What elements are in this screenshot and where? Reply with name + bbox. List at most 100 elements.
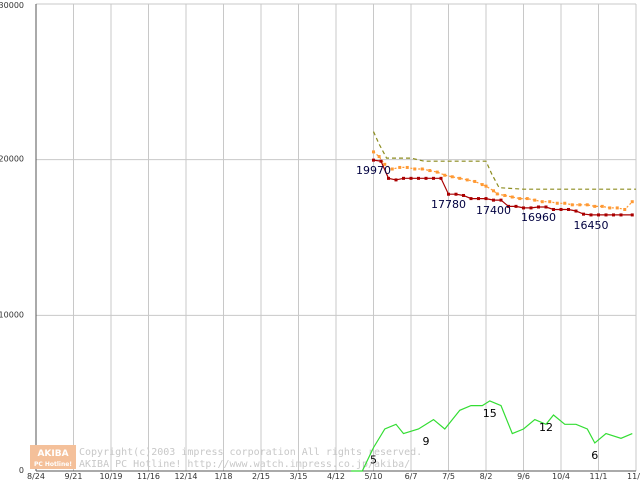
x-tick-label: 6/7: [405, 472, 418, 480]
point-min: [402, 176, 405, 180]
point-avg: [563, 201, 567, 205]
point-min: [432, 176, 435, 180]
point-min: [447, 192, 450, 196]
data-label-shops: 15: [483, 407, 497, 420]
point-avg: [398, 165, 402, 169]
point-avg: [533, 198, 537, 202]
y-tick-label: 30000: [0, 1, 24, 10]
point-avg: [570, 203, 574, 207]
x-tick-label: 10/4: [552, 472, 570, 480]
x-tick-label: 9/21: [65, 472, 83, 480]
point-min: [372, 158, 375, 162]
point-avg: [518, 197, 522, 201]
point-avg: [484, 184, 488, 188]
point-avg: [608, 206, 612, 210]
series-layer: [351, 131, 636, 472]
x-tick-label: 4/12: [327, 472, 345, 480]
y-tick-label: 10000: [0, 310, 24, 319]
data-label-min: 16450: [574, 219, 609, 232]
point-min: [469, 197, 473, 201]
point-min: [454, 192, 458, 196]
point-min: [567, 207, 570, 211]
x-tick-label: 11/1: [590, 472, 608, 480]
point-avg: [465, 178, 469, 182]
x-tick-label: 5/10: [365, 472, 383, 480]
point-min: [507, 204, 510, 208]
point-avg: [383, 162, 387, 166]
x-tick-label: 12/14: [174, 472, 197, 480]
x-tick-label: 11/16: [137, 472, 160, 480]
y-tick-label: 20000: [0, 155, 24, 164]
point-min: [499, 198, 503, 202]
point-avg: [600, 204, 604, 208]
data-labels: 19970 17780 17400 16960 16450 5 9 15 12 6: [356, 164, 609, 467]
data-label-shops: 6: [591, 449, 598, 462]
data-label-min: 17780: [431, 198, 466, 211]
point-min: [552, 207, 555, 211]
point-avg: [578, 203, 582, 207]
point-avg: [473, 179, 477, 183]
point-min: [619, 213, 623, 217]
point-avg: [428, 169, 432, 173]
point-avg: [492, 189, 495, 193]
akiba-logo-top: AKIBA: [37, 449, 68, 459]
akiba-logo: [30, 445, 76, 469]
point-min: [514, 204, 518, 208]
data-label-shops: 9: [423, 435, 430, 448]
series-line-shops: [351, 400, 633, 472]
copyright-watermark: AKIBA PC Hotline! Copyright(c)2003 impre…: [30, 445, 422, 470]
point-min: [387, 176, 390, 180]
x-tick-label: 11/8: [627, 472, 640, 480]
point-min: [439, 176, 443, 180]
point-avg: [585, 203, 589, 207]
series-line-max: [372, 131, 636, 190]
akiba-logo-bottom: PC Hotline!: [34, 461, 72, 468]
point-avg: [372, 150, 375, 154]
x-tick-label: 10/19: [99, 472, 122, 480]
point-avg: [413, 167, 417, 171]
point-avg: [443, 173, 447, 177]
point-min: [409, 176, 413, 180]
point-min: [417, 176, 420, 180]
point-avg: [480, 183, 484, 187]
point-min: [574, 209, 578, 213]
point-avg: [503, 193, 507, 197]
point-avg: [458, 176, 462, 180]
point-avg: [525, 197, 529, 201]
chart-axes: [35, 4, 636, 472]
point-avg: [435, 170, 439, 174]
point-avg: [495, 192, 499, 196]
data-label-shops: 12: [539, 421, 553, 434]
point-avg: [405, 165, 409, 169]
point-avg: [548, 200, 552, 204]
point-min: [484, 197, 488, 201]
x-tick-label: 3/15: [290, 472, 308, 480]
y-tick-label: 0: [19, 466, 24, 475]
point-avg: [555, 201, 559, 205]
x-tick-label: 2/15: [252, 472, 270, 480]
point-min: [529, 206, 533, 210]
point-avg: [623, 207, 627, 211]
point-avg: [593, 204, 597, 208]
point-min: [589, 213, 593, 217]
x-tick-label: 8/2: [480, 472, 493, 480]
point-min: [582, 212, 585, 216]
point-avg: [420, 167, 424, 171]
point-min: [559, 207, 563, 211]
x-tick-label: 9/6: [517, 472, 530, 480]
point-avg: [377, 155, 381, 159]
point-min: [424, 176, 428, 180]
point-min: [612, 213, 615, 217]
point-min: [477, 197, 480, 201]
x-tick-label: 1/18: [215, 472, 233, 480]
point-avg: [540, 200, 544, 204]
data-label-min: 16960: [521, 211, 556, 224]
point-avg: [615, 206, 619, 210]
point-avg: [450, 175, 454, 179]
point-min: [492, 198, 495, 202]
point-min: [537, 205, 540, 209]
data-label-min: 17400: [476, 204, 511, 217]
data-label-shops: 5: [370, 454, 377, 467]
